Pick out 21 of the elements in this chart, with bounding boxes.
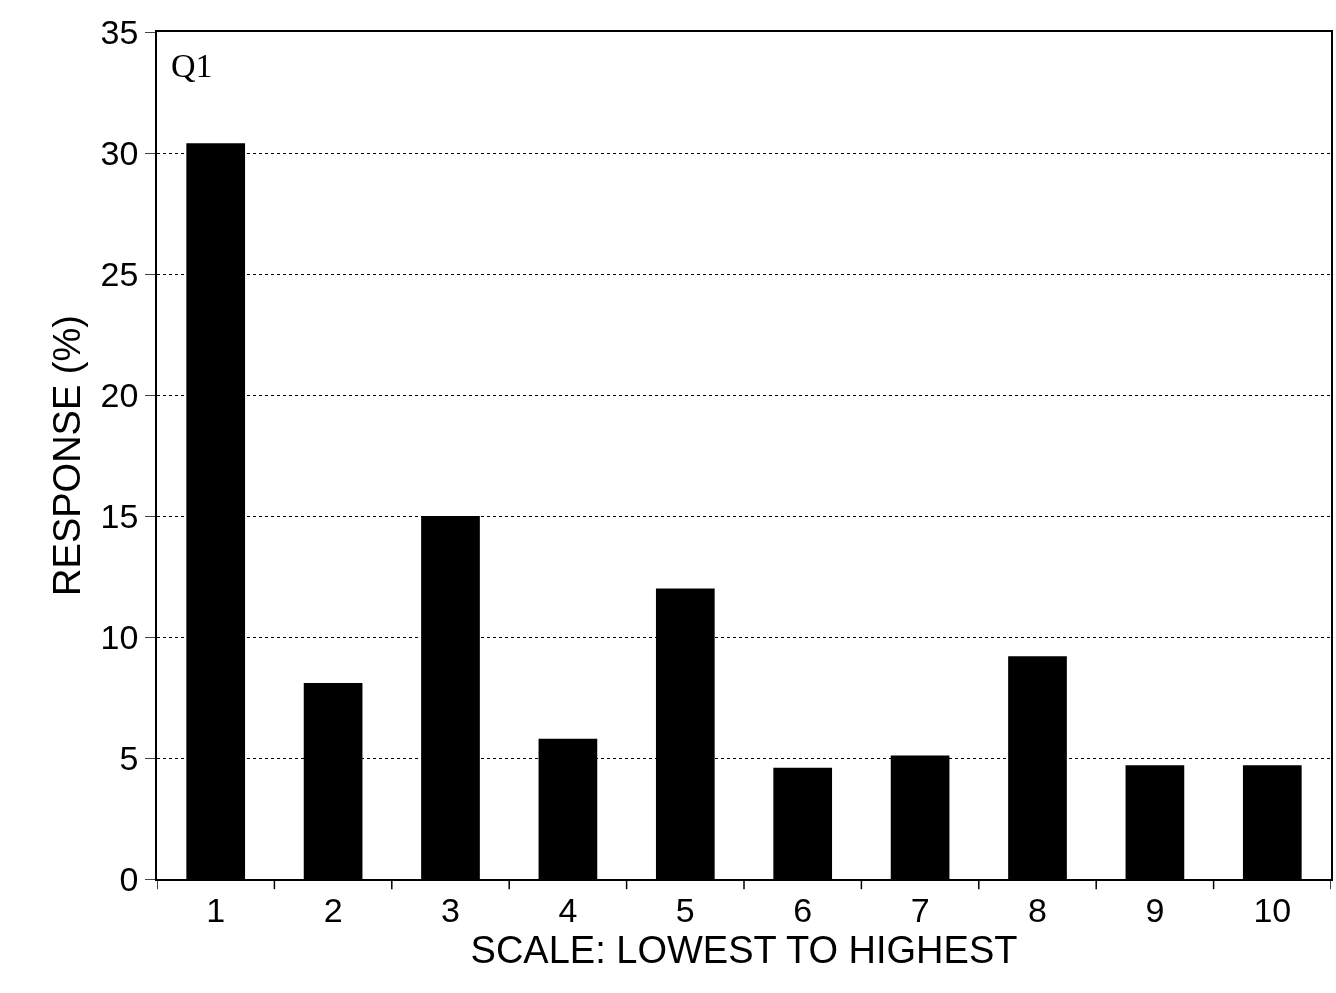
x-axis-title: SCALE: LOWEST TO HIGHEST: [470, 928, 1018, 971]
x-tick-label: 9: [1145, 890, 1165, 929]
x-tick-label: 8: [1028, 890, 1047, 929]
y-tick-label: 15: [100, 496, 139, 535]
x-tick-label: 2: [323, 890, 343, 929]
x-tick-label: 4: [558, 890, 578, 929]
y-tick-label: 0: [119, 859, 139, 898]
y-tick-label: 20: [100, 375, 139, 414]
x-tick-label: 3: [441, 890, 460, 929]
y-tick-label: 30: [100, 133, 139, 172]
x-tick-label: 5: [675, 890, 695, 929]
annotation: Q1: [171, 47, 213, 84]
y-tick-label: 10: [100, 617, 139, 656]
x-tick-label: 7: [910, 890, 930, 929]
y-axis-title: RESPONSE (%): [46, 315, 89, 596]
x-tick-label: 1: [206, 890, 226, 929]
x-tick-label: 6: [793, 890, 813, 929]
x-tick-label: 10: [1253, 890, 1292, 929]
y-tick-label: 35: [100, 12, 139, 51]
y-tick-label: 25: [100, 254, 139, 293]
y-tick-label: 5: [119, 738, 139, 777]
